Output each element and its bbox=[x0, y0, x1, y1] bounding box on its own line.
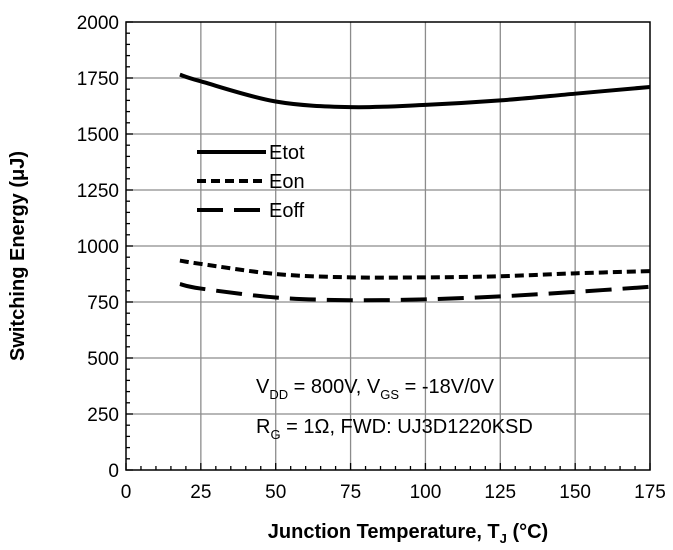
x-axis-title-subscript: J bbox=[500, 531, 507, 546]
annotation-line-2: RG = 1Ω, FWD: UJ3D1220KSD bbox=[256, 416, 533, 442]
series-layer bbox=[179, 72, 651, 303]
y-axis-title: Switching Energy (μJ) bbox=[7, 151, 29, 361]
annotation-line-1: VDD = 800V, VGS = -18V/0V bbox=[256, 376, 495, 402]
y-tick-label: 250 bbox=[87, 405, 119, 426]
x-tick-label: 0 bbox=[121, 482, 132, 503]
annotation-subscript: DD bbox=[269, 387, 288, 402]
x-tick-label: 100 bbox=[410, 482, 442, 503]
x-tick-label: 150 bbox=[559, 482, 591, 503]
plot-frame bbox=[125, 21, 651, 471]
grid-lines bbox=[126, 22, 650, 470]
annotation-subscript: GS bbox=[380, 387, 399, 402]
x-tick-label: 50 bbox=[265, 482, 286, 503]
annotation-block: VDD = 800V, VGS = -18V/0V RG = 1Ω, FWD: U… bbox=[256, 376, 533, 442]
x-axis-title-unit: (°C) bbox=[507, 521, 548, 543]
x-tick-label: 25 bbox=[190, 482, 211, 503]
x-axis-title: Junction Temperature, TJ (°C) bbox=[268, 521, 548, 546]
y-tick-label: 750 bbox=[87, 293, 119, 314]
x-axis-title-main: Junction Temperature, T bbox=[268, 521, 500, 543]
y-tick-label: 1250 bbox=[77, 181, 119, 202]
y-tick-label: 500 bbox=[87, 349, 119, 370]
x-tick-label: 175 bbox=[634, 482, 666, 503]
x-tick-label: 125 bbox=[484, 482, 516, 503]
y-tick-label: 0 bbox=[108, 461, 119, 482]
y-tick-label: 2000 bbox=[77, 13, 119, 34]
annotation-text: = 800V, V bbox=[288, 376, 381, 398]
legend: Etot Eon Eoff bbox=[197, 142, 305, 222]
y-tick-label: 1000 bbox=[77, 237, 119, 258]
annotation-text: = -18V/0V bbox=[399, 376, 495, 398]
legend-label-etot: Etot bbox=[269, 142, 305, 164]
y-tick-label: 1750 bbox=[77, 69, 119, 90]
x-tick-label: 75 bbox=[340, 482, 361, 503]
annotation-text: = 1Ω, FWD: UJ3D1220KSD bbox=[281, 416, 533, 438]
series-line-etot bbox=[179, 72, 651, 110]
legend-label-eon: Eon bbox=[269, 171, 305, 193]
series-line-eoff bbox=[179, 282, 651, 303]
annotation-text: R bbox=[256, 416, 270, 438]
annotation-subscript: G bbox=[270, 427, 280, 442]
y-tick-label: 1500 bbox=[77, 125, 119, 146]
annotation-text: V bbox=[256, 376, 270, 398]
x-tick-labels: 0 25 50 75 100 125 150 175 bbox=[121, 482, 666, 503]
series-line-eon bbox=[179, 258, 651, 280]
y-tick-labels: 0 250 500 750 1000 1250 1500 1750 2000 bbox=[77, 13, 119, 482]
legend-label-eoff: Eoff bbox=[269, 200, 305, 222]
